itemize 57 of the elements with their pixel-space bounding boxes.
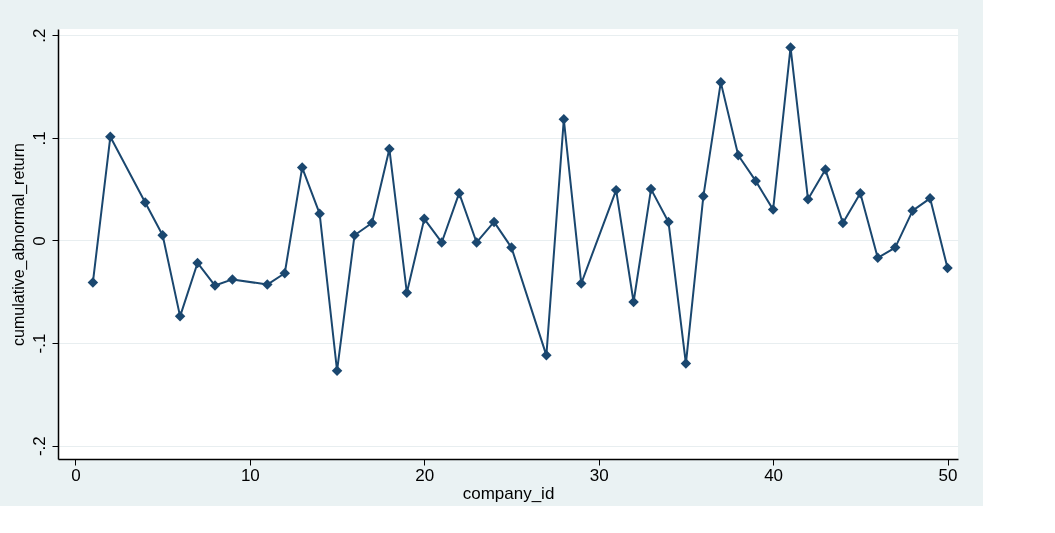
x-tick-label: 20 [415, 465, 435, 485]
x-tick-label: 0 [71, 465, 81, 485]
x-tick-label: 50 [938, 465, 958, 485]
point [924, 193, 936, 204]
point [942, 262, 953, 274]
y-tick-label: .2 [29, 28, 49, 43]
point [349, 230, 360, 241]
point [855, 187, 866, 199]
point [401, 287, 413, 298]
point [296, 162, 308, 173]
point [453, 187, 465, 199]
y-tick-label: .1 [29, 131, 49, 146]
point [715, 77, 727, 88]
point [279, 268, 290, 279]
point [262, 279, 273, 290]
point [87, 277, 99, 288]
point [558, 114, 570, 125]
point [698, 191, 709, 202]
point [785, 42, 796, 53]
point [610, 184, 622, 196]
x-tick-label: 40 [764, 465, 784, 485]
y-tick-label: 0 [29, 236, 49, 246]
point [680, 358, 692, 369]
point [889, 242, 901, 253]
point [139, 197, 151, 208]
y-axis-title: cumulative_abnormal_return [9, 143, 28, 346]
point [105, 131, 116, 142]
point [750, 175, 761, 187]
point [314, 208, 325, 219]
point [436, 237, 447, 248]
point [488, 216, 500, 228]
point [732, 149, 744, 161]
point [174, 311, 186, 322]
point [471, 237, 482, 248]
point [419, 213, 430, 225]
point [209, 280, 221, 291]
point [767, 204, 779, 215]
point [506, 242, 517, 253]
point [366, 217, 378, 229]
x-tick-label: 10 [240, 465, 260, 485]
x-axis-title: company_id [462, 483, 555, 503]
point [192, 257, 203, 269]
point [541, 350, 552, 361]
y-tick-label: -.1 [29, 333, 49, 354]
y-tick-label: -.2 [29, 436, 49, 457]
point [663, 216, 674, 228]
point [837, 217, 849, 229]
point [872, 252, 884, 264]
point [820, 164, 831, 175]
point [802, 194, 814, 205]
point [227, 274, 238, 285]
point [576, 278, 587, 289]
point [645, 183, 657, 195]
point [907, 205, 918, 216]
point [157, 230, 168, 241]
x-tick-label: 30 [589, 465, 609, 485]
point [331, 365, 343, 376]
